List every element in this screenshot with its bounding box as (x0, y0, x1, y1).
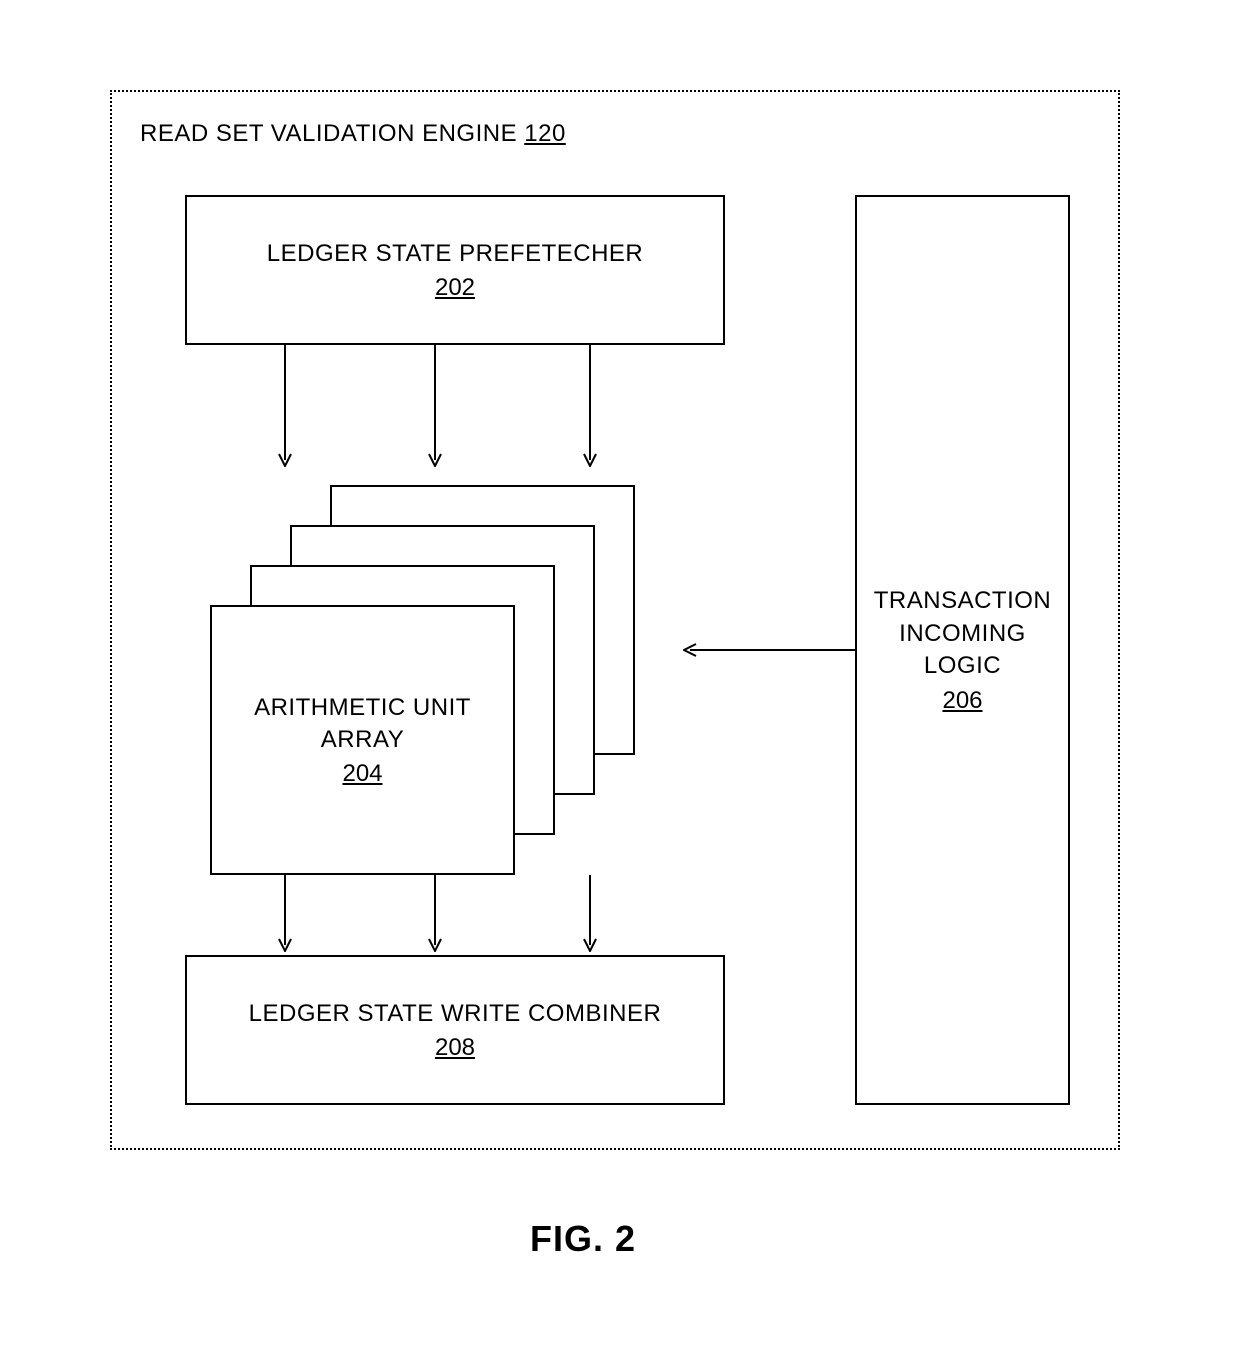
combiner-ref: 208 (435, 1034, 475, 1062)
incoming-ref: 206 (942, 687, 982, 715)
outer-box-title-text: READ SET VALIDATION ENGINE (140, 120, 517, 147)
outer-box-title-ref: 120 (524, 120, 566, 147)
combiner-label: LEDGER STATE WRITE COMBINER (249, 998, 662, 1030)
outer-box-title: READ SET VALIDATION ENGINE 120 (140, 120, 566, 148)
arith-ref: 204 (342, 760, 382, 788)
diagram-canvas: READ SET VALIDATION ENGINE 120 LEDGER ST… (0, 0, 1240, 1350)
prefetcher-ref: 202 (435, 274, 475, 302)
figure-caption: FIG. 2 (530, 1218, 636, 1260)
incoming-label: TRANSACTION INCOMING LOGIC (873, 585, 1053, 682)
ledger-state-write-combiner-block: LEDGER STATE WRITE COMBINER 208 (185, 955, 725, 1105)
prefetcher-label: LEDGER STATE PREFETECHER (267, 238, 644, 270)
arith-label: ARITHMETIC UNIT ARRAY (222, 692, 503, 757)
ledger-state-prefetcher-block: LEDGER STATE PREFETECHER 202 (185, 195, 725, 345)
transaction-incoming-logic-block: TRANSACTION INCOMING LOGIC 206 (855, 195, 1070, 1105)
arithmetic-unit-array-block: ARITHMETIC UNIT ARRAY 204 (210, 605, 515, 875)
